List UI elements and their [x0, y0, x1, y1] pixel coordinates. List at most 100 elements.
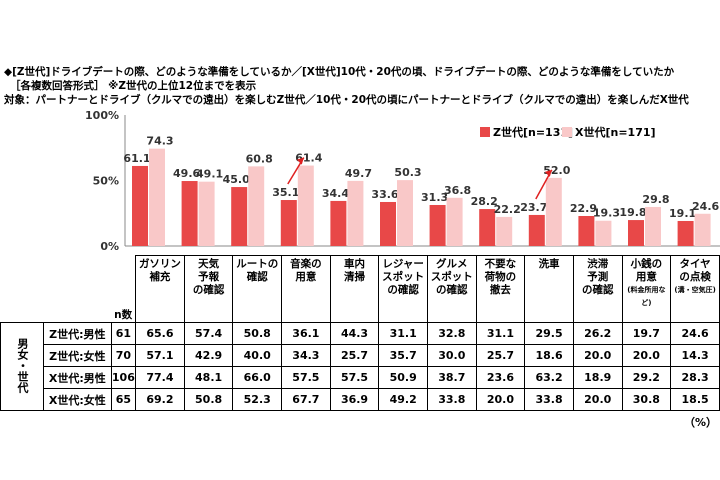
data-label: 61.1	[123, 152, 150, 165]
cell-value: 29.5	[524, 322, 574, 345]
column-header: 天気 予報 の確認	[183, 255, 234, 323]
cell-value: 57.4	[183, 322, 234, 345]
legend-label: X世代[n=171]	[575, 125, 656, 139]
data-label: 45.0	[223, 173, 250, 186]
bar-x	[248, 166, 265, 246]
bar-z	[429, 204, 446, 246]
cell-value: 44.3	[329, 322, 380, 345]
data-label: 35.1	[272, 186, 299, 199]
column-header-text: 小銭の 用意	[630, 258, 663, 283]
group-label: 男女・世代	[16, 337, 29, 393]
cell-value: 48.1	[183, 366, 234, 389]
data-label: 49.1	[196, 168, 223, 181]
cell-value: 66.0	[232, 366, 283, 389]
cell-value: 50.8	[183, 388, 234, 411]
bar-z	[677, 220, 694, 246]
title-line-3: 対象：パートナーとドライブ（クルマでの遠出）を楽しむZ世代／10代・20代の頃に…	[4, 94, 689, 106]
row-label: Z世代:女性	[43, 344, 112, 367]
cell-value: 77.4	[135, 366, 185, 389]
column-header: 音楽の 用意	[281, 255, 331, 323]
legend-swatch	[480, 127, 490, 137]
cell-value: 31.1	[475, 322, 526, 345]
cell-value: 32.8	[426, 322, 477, 345]
bar-x	[397, 180, 413, 246]
legend-swatch	[562, 127, 572, 137]
cell-value: 30.0	[426, 344, 477, 367]
table-row: Z世代:女性 70 57.1 42.9 40.0 34.3 25.7 35.7 30.0 25.7…	[1, 344, 720, 367]
table-row: X世代:女性 65 69.2 50.8 52.3 67.7 36.9 49.2 33.8 20.0…	[1, 388, 720, 411]
cell-value: 34.3	[281, 344, 331, 367]
cell-value: 36.9	[329, 388, 380, 411]
column-header-text: レジャー スポット の確認	[382, 258, 425, 296]
cell-value: 31.1	[378, 322, 428, 345]
bar-z	[578, 216, 595, 246]
data-label: 33.6	[371, 188, 398, 201]
data-label: 19.1	[669, 207, 696, 220]
cell-value: 18.5	[670, 388, 720, 411]
column-header-text: ガソリン 補充	[138, 258, 181, 283]
cell-value: 35.7	[378, 344, 428, 367]
bar-x	[297, 165, 314, 246]
bar-z	[280, 200, 297, 246]
cell-value: 33.8	[524, 388, 574, 411]
bar-x	[496, 216, 513, 246]
data-label: 28.2	[471, 195, 498, 208]
data-label: 22.2	[494, 203, 521, 216]
n-value: 106	[110, 366, 137, 389]
cell-value: 65.6	[135, 322, 185, 345]
data-label: 49.6	[173, 167, 200, 180]
column-header-note: (溝・空気圧)	[674, 286, 716, 294]
data-table: n数 ガソリン 補充 天気 予報 の確認 ルートの 確認 音楽の 用意 車内 清掃 レジャー…	[0, 255, 720, 411]
cell-value: 20.0	[621, 344, 672, 367]
row-label: X世代:女性	[43, 388, 112, 411]
bar-x	[446, 197, 463, 246]
column-header: グルメ スポット の確認	[426, 255, 477, 323]
column-header: ガソリン 補充	[135, 255, 185, 323]
column-header: タイヤ の点検 (溝・空気圧)	[670, 255, 720, 323]
cell-value: 25.7	[329, 344, 380, 367]
cell-value: 57.5	[281, 366, 331, 389]
column-header: ルートの 確認	[232, 255, 283, 323]
cell-value: 30.8	[621, 388, 672, 411]
column-header: 洗車	[524, 255, 574, 323]
data-label: 60.8	[246, 152, 273, 165]
data-label: 50.3	[394, 166, 421, 179]
cell-value: 18.9	[572, 366, 623, 389]
cell-value: 42.9	[183, 344, 234, 367]
data-label: 19.8	[619, 206, 646, 219]
cell-value: 57.1	[135, 344, 185, 367]
cell-value: 25.7	[475, 344, 526, 367]
bar-z	[231, 187, 248, 246]
bar-x	[694, 213, 711, 246]
column-header-note: (料金所用など)	[627, 286, 666, 307]
n-value: 65	[110, 388, 137, 411]
legend-label: Z世代[n=131]	[493, 125, 573, 139]
cell-value: 36.1	[281, 322, 331, 345]
cell-value: 24.6	[670, 322, 720, 345]
cell-value: 14.3	[670, 344, 720, 367]
data-label: 74.3	[146, 135, 173, 148]
cell-value: 26.2	[572, 322, 623, 345]
cell-value: 40.0	[232, 344, 283, 367]
bar-x	[645, 206, 661, 246]
data-label: 34.4	[322, 187, 349, 200]
cell-value: 38.7	[426, 366, 477, 389]
data-label: 49.7	[345, 167, 372, 180]
bar-z	[330, 200, 347, 246]
column-header: レジャー スポット の確認	[378, 255, 428, 323]
data-label: 52.0	[543, 164, 570, 177]
bar-x	[198, 181, 215, 246]
bar-x	[347, 180, 364, 246]
bar-z	[380, 201, 396, 246]
bar-x	[149, 148, 165, 246]
arrow-head	[544, 169, 552, 177]
column-header-text: 不要な 荷物の 撤去	[484, 258, 517, 296]
data-label: 24.6	[692, 200, 719, 213]
column-header-text: タイヤ の点検	[679, 258, 711, 283]
cell-value: 18.6	[524, 344, 574, 367]
bar-x	[545, 177, 562, 246]
bar-z	[132, 165, 148, 246]
n-value: 70	[110, 344, 137, 367]
cell-value: 49.2	[378, 388, 428, 411]
column-header: 車内 清掃	[329, 255, 380, 323]
